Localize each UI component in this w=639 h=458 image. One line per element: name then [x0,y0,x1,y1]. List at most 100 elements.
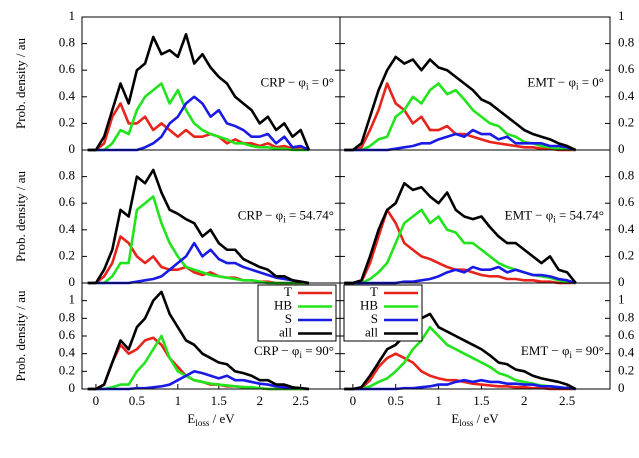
x-tick-label: 0 [350,393,357,408]
x-axis-label: Eloss / eV [187,411,235,428]
legend-label: all [279,324,292,339]
annotation-part: i [299,350,302,360]
series-line [344,55,577,152]
y-tick-label: 0.2 [59,247,75,262]
annotation: CRP − φi = 0° [261,74,334,91]
annotation-part: EMT − φ [505,207,554,222]
x-tick-label: 1.5 [473,393,489,408]
x-axis-label-part: / eV [209,411,235,426]
y-tick-label: 0.2 [618,362,634,377]
annotation-part: i [569,350,572,360]
y-tick-label: 0.6 [618,194,635,209]
y-tick-label: 0 [618,141,625,156]
y-tick-label: 0.4 [618,221,635,236]
series-line [87,290,310,391]
x-axis-label-part: E [451,411,459,426]
annotation-part: CRP − φ [261,74,306,89]
annotation-part: i [306,82,309,92]
annotation: EMT − φi = 90° [521,343,604,360]
annotation: CRP − φi = 90° [254,343,334,360]
legend-label: S [285,311,292,326]
annotation-part: EMT − φ [521,343,570,358]
y-tick-label: 0.4 [59,221,76,236]
y-tick-label: 0 [618,274,625,289]
y-tick-label: 0 [69,274,76,289]
panel: 0 0.2 0.4 0.6 0.8 EMT − φi = 54.74° [339,149,635,289]
annotation: CRP − φi = 54.74° [238,207,334,224]
y-tick-label: 1 [69,292,76,307]
x-axis-label-part: / eV [473,411,499,426]
annotation: EMT − φi = 54.74° [505,207,604,224]
panel: 0 0.2 0.4 0.6 0.8 1 CRP − φi = 0° Prob. density… [13,8,341,156]
x-tick-label: 1 [175,393,182,408]
x-axis-label-part: loss [195,418,210,428]
x-tick-label: 2 [521,393,528,408]
x-axis-label: Eloss / eV [451,411,499,428]
legend-label: HB [274,297,292,312]
annotation-part: i [576,82,579,92]
series-line [87,102,310,152]
annotation-part: = 54.74° [556,207,604,222]
annotation-part: i [553,215,556,225]
y-tick-label: 0.2 [618,247,634,262]
x-tick-label: 0.5 [388,393,404,408]
panel: 0 0.2 0.4 0.6 0.8 1 EMT − φi = 0° [339,8,635,156]
x-tick-label: 2.5 [559,393,575,408]
x-axis-label-part: E [187,411,195,426]
y-tick-label: 0.6 [59,327,76,342]
x-tick-label: 0.5 [129,393,145,408]
series-line [344,352,576,391]
y-tick-label: 0.6 [59,61,76,76]
x-tick-label: 1 [435,393,442,408]
series-line [344,312,577,391]
annotation-part: CRP − φ [238,207,283,222]
y-tick-label: 0.6 [618,327,635,342]
series-line [344,82,576,152]
legend-label: HB [360,297,378,312]
y-tick-label: 0.4 [618,88,635,103]
y-tick-label: 0.4 [59,88,76,103]
legend-label: T [284,284,292,299]
legend-box [257,284,337,342]
y-tick-label: 1 [618,292,625,307]
panel: 0 0.2 0.4 0.6 0.8 1 0 0.5 1 1.5 2 2.5 EMT − φi = 90°… [339,282,635,428]
annotation-part: = 90° [572,343,604,358]
annotation-part: = 0° [578,74,604,89]
y-tick-label: 0 [69,141,76,156]
x-axis-label-part: loss [459,418,474,428]
y-axis-label: Prob. density / au [13,38,28,129]
annotation: EMT − φi = 0° [527,74,604,91]
legend-label: S [371,311,378,326]
y-tick-label: 1 [69,8,76,23]
y-tick-label: 0.2 [59,114,75,129]
y-tick-label: 0.6 [59,194,76,209]
series-line [87,32,311,152]
series-line [87,168,310,285]
y-tick-label: 0.4 [618,345,635,360]
y-tick-label: 0.8 [618,309,634,324]
annotation-part: = 54.74° [286,207,334,222]
legend-box [343,284,423,342]
y-tick-label: 0.8 [59,35,75,50]
y-tick-label: 0.8 [618,35,634,50]
annotation-part: i [283,215,286,225]
legend-label: T [370,284,378,299]
y-tick-label: 0.8 [59,168,75,183]
series-line [87,82,309,152]
y-tick-label: 0.6 [618,61,635,76]
plot-frame [339,282,611,390]
y-tick-label: 0.4 [59,345,76,360]
annotation-part: CRP − φ [254,343,299,358]
annotation-part: = 90° [302,343,334,358]
annotation-part: EMT − φ [527,74,576,89]
y-tick-label: 1 [618,8,625,23]
y-axis-label: Prob. density / au [13,171,28,262]
x-tick-label: 2 [256,393,263,408]
series-line [344,181,577,285]
annotation-part: = 0° [308,74,334,89]
y-tick-label: 0 [69,380,76,395]
x-tick-label: 0 [93,393,100,408]
legend-label: all [365,324,378,339]
